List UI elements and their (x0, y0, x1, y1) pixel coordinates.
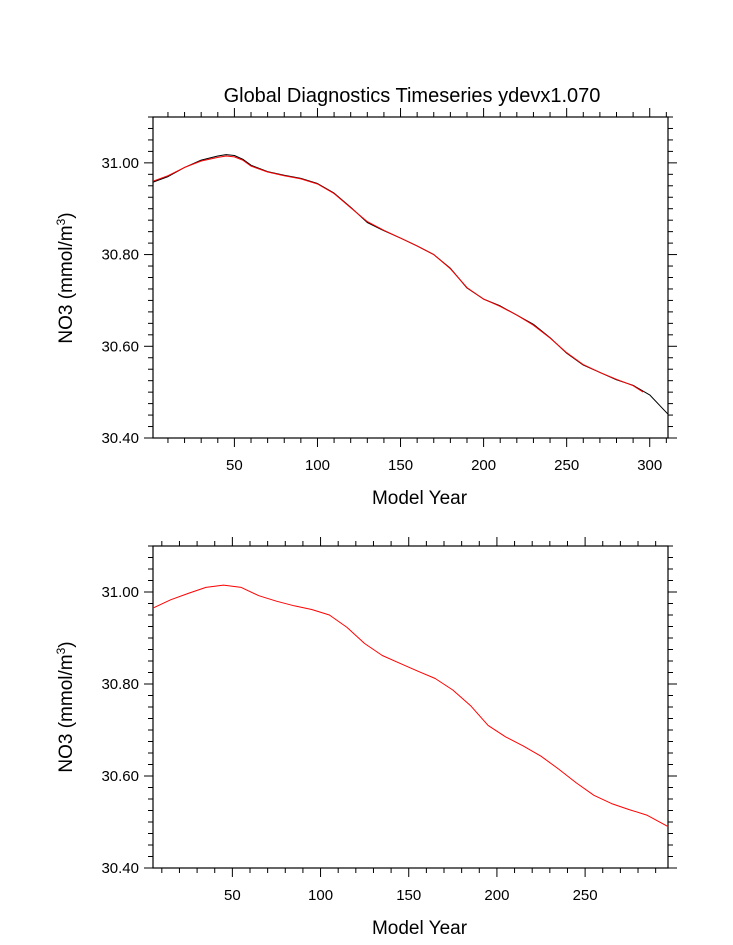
p0-y-axis-label-sup: 3 (54, 218, 68, 225)
p1-x-tick-label: 250 (573, 887, 598, 904)
p0-x-tick-label: 100 (305, 457, 330, 474)
p0-series-line-annual (152, 154, 669, 415)
bottom-chart-panel: 30.40 30.60 30.80 31.00 50 100 150 200 250 Model … (54, 537, 677, 939)
p0-x-tick-label: 150 (388, 457, 413, 474)
p0-y-axis-label: NO3 (mmol/m3) (54, 212, 77, 343)
p1-y-tick-label: 31.00 (101, 584, 139, 601)
p0-y-tick-label: 31.00 (101, 155, 139, 172)
p0-y-axis-label-close: ) (56, 212, 77, 218)
p1-y-axis-label-sup: 3 (54, 647, 68, 654)
p0-x-axis-label: Model Year (372, 488, 468, 509)
p1-y-axis-label-close: ) (56, 641, 77, 647)
p1-y-tick-label: 30.60 (101, 768, 139, 785)
p1-x-tick-label: 100 (308, 887, 333, 904)
p0-x-tick-label: 300 (637, 457, 662, 474)
p1-y-tick-label: 30.40 (101, 860, 139, 877)
p1-x-tick-label: 50 (224, 887, 241, 904)
figure-title: Global Diagnostics Timeseries ydevx1.070 (224, 85, 601, 107)
p0-x-tick-label: 200 (471, 457, 496, 474)
p0-y-axis-label-text: NO3 (mmol/m (56, 225, 77, 343)
p0-y-tick-label: 30.60 (101, 338, 139, 355)
p0-y-tick-label: 30.40 (101, 430, 139, 447)
p0-x-tick-label: 250 (554, 457, 579, 474)
p1-x-tick-label: 200 (484, 887, 509, 904)
p1-series-line-decadal-mean (152, 584, 669, 828)
p1-x-tick-label: 150 (396, 887, 421, 904)
p1-plot-frame (152, 545, 669, 869)
p0-series-line-smoothed (152, 155, 644, 393)
p0-y-tick-label: 30.80 (101, 247, 139, 264)
p1-x-axis-label: Model Year (372, 918, 468, 939)
top-chart-panel: 30.40 30.60 30.80 31.00 50 100 150 200 250 300 Mod… (54, 108, 677, 509)
p1-y-axis-label-text: NO3 (mmol/m (56, 654, 77, 772)
p1-y-axis-label: NO3 (mmol/m3) (54, 641, 77, 772)
p0-x-tick-label: 50 (226, 457, 243, 474)
p0-plot-frame (152, 116, 669, 439)
p1-y-tick-label: 30.80 (101, 676, 139, 693)
